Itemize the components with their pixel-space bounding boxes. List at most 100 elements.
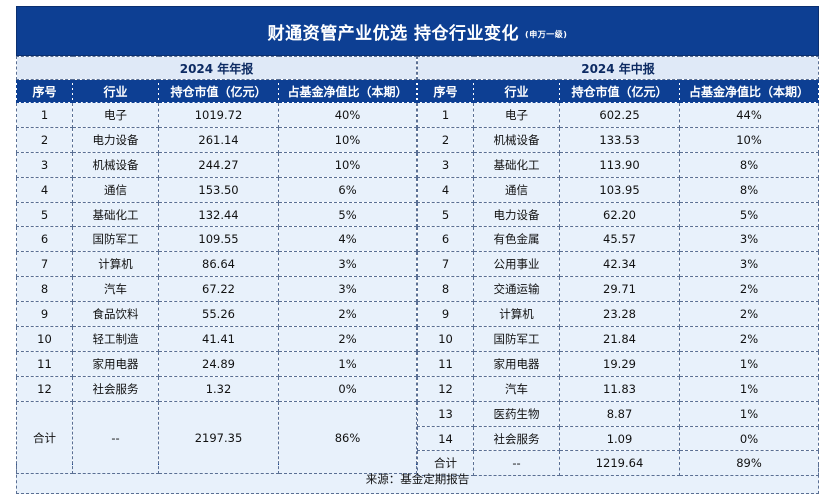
table-cell: 通信 bbox=[473, 176, 561, 203]
table-cell: 10% bbox=[679, 126, 820, 153]
table-cell: 8 bbox=[16, 276, 73, 303]
table-row: 12 社会服务 1.32 0% bbox=[16, 375, 418, 402]
table-cell: 3% bbox=[277, 276, 418, 303]
table-cell: 交通运输 bbox=[473, 276, 561, 303]
table-cell: 电力设备 bbox=[72, 126, 159, 153]
table-cell: 医药生物 bbox=[473, 400, 561, 427]
table-cell: 0% bbox=[679, 425, 820, 452]
table-cell: 1019.72 bbox=[158, 102, 279, 128]
column-header: 持仓市值（亿元） bbox=[158, 79, 279, 103]
table-cell: 7 bbox=[417, 251, 475, 278]
annual-report-table: 2024 年年报 序号 行业 持仓市值（亿元） 占基金净值比（本期） 1 电子 10… bbox=[15, 56, 418, 475]
table-cell: 42.34 bbox=[559, 251, 681, 278]
total-cell: 合计 bbox=[16, 400, 73, 475]
table-cell: 14 bbox=[417, 425, 475, 452]
table-cell: 汽车 bbox=[473, 375, 561, 402]
period-header: 2024 年中报 bbox=[417, 56, 820, 80]
column-header: 占基金净值比（本期） bbox=[679, 79, 820, 103]
table-row: 5 电力设备 62.20 5% bbox=[417, 201, 820, 228]
total-row: 合计 -- 1219.64 89% bbox=[417, 450, 820, 477]
table-cell: 3 bbox=[16, 151, 73, 178]
table-cell: 3 bbox=[417, 151, 475, 178]
table-row: 4 通信 103.95 8% bbox=[417, 176, 820, 203]
table-row: 13 医药生物 8.87 1% bbox=[417, 400, 820, 427]
table-cell: 8% bbox=[679, 151, 820, 178]
table-cell: 10% bbox=[277, 151, 418, 178]
table-cell: 6 bbox=[16, 226, 73, 253]
table-cell: 机械设备 bbox=[473, 126, 561, 153]
table-cell: 国防军工 bbox=[72, 226, 159, 253]
total-cell: 1219.64 bbox=[559, 450, 681, 477]
table-cell: 机械设备 bbox=[72, 151, 159, 178]
table-cell: 电子 bbox=[473, 102, 561, 128]
holdings-report: 财通资管产业优选 持仓行业变化 (申万一级) 2024 年年报 序号 行业 持仓… bbox=[15, 6, 820, 494]
table-row: 2 机械设备 133.53 10% bbox=[417, 126, 820, 153]
table-cell: 21.84 bbox=[559, 326, 681, 352]
table-cell: 5% bbox=[679, 201, 820, 228]
table-cell: 6% bbox=[277, 176, 418, 203]
period-header: 2024 年年报 bbox=[15, 56, 418, 80]
table-cell: 602.25 bbox=[559, 102, 681, 128]
table-row: 7 计算机 86.64 3% bbox=[16, 251, 418, 278]
table-row: 1 电子 1019.72 40% bbox=[16, 102, 418, 128]
table-cell: 1% bbox=[277, 350, 418, 377]
table-row: 1 电子 602.25 44% bbox=[417, 102, 820, 128]
table-cell: 0% bbox=[277, 375, 418, 402]
table-cell: 汽车 bbox=[72, 276, 159, 303]
table-cell: 11 bbox=[417, 350, 475, 377]
table-cell: 1% bbox=[679, 400, 820, 427]
table-cell: 基础化工 bbox=[473, 151, 561, 178]
table-cell: 86.64 bbox=[158, 251, 279, 278]
table-cell: 3% bbox=[277, 251, 418, 278]
table-cell: 67.22 bbox=[158, 276, 279, 303]
table-cell: 3% bbox=[679, 251, 820, 278]
tables-wrapper: 2024 年年报 序号 行业 持仓市值（亿元） 占基金净值比（本期） 1 电子 10… bbox=[15, 56, 820, 477]
table-cell: 1.09 bbox=[559, 425, 681, 452]
table-cell: 44% bbox=[679, 102, 820, 128]
column-header: 占基金净值比（本期） bbox=[277, 79, 418, 103]
total-row: 合计 -- 2197.35 86% bbox=[16, 400, 418, 475]
table-cell: 5 bbox=[16, 201, 73, 228]
column-header-row: 序号 行业 持仓市值（亿元） 占基金净值比（本期） bbox=[16, 79, 418, 103]
table-row: 6 有色金属 45.57 3% bbox=[417, 226, 820, 253]
table-cell: 食品饮料 bbox=[72, 301, 159, 328]
table-cell: 2 bbox=[417, 126, 475, 153]
table-cell: 132.44 bbox=[158, 201, 279, 228]
total-cell: -- bbox=[72, 400, 159, 475]
column-header: 行业 bbox=[473, 79, 561, 103]
table-row: 3 基础化工 113.90 8% bbox=[417, 151, 820, 178]
column-header: 序号 bbox=[417, 79, 475, 103]
column-header: 序号 bbox=[16, 79, 73, 103]
table-row: 9 计算机 23.28 2% bbox=[417, 301, 820, 328]
table-cell: 1% bbox=[679, 375, 820, 402]
table-cell: 1% bbox=[679, 350, 820, 377]
column-header: 行业 bbox=[72, 79, 159, 103]
table-cell: 4 bbox=[16, 176, 73, 203]
table-cell: 10 bbox=[16, 326, 73, 352]
table-cell: 计算机 bbox=[72, 251, 159, 278]
table-cell: 24.89 bbox=[158, 350, 279, 377]
table-cell: 基础化工 bbox=[72, 201, 159, 228]
total-cell: 2197.35 bbox=[158, 400, 279, 475]
table-cell: 社会服务 bbox=[473, 425, 561, 452]
table-cell: 2% bbox=[679, 301, 820, 328]
table-cell: 133.53 bbox=[559, 126, 681, 153]
table-cell: 261.14 bbox=[158, 126, 279, 153]
total-cell: 89% bbox=[679, 450, 820, 477]
table-cell: 2% bbox=[277, 301, 418, 328]
table-cell: 153.50 bbox=[158, 176, 279, 203]
table-cell: 电力设备 bbox=[473, 201, 561, 228]
table-cell: 5% bbox=[277, 201, 418, 228]
table-cell: 家用电器 bbox=[473, 350, 561, 377]
column-header: 持仓市值（亿元） bbox=[559, 79, 681, 103]
table-cell: 5 bbox=[417, 201, 475, 228]
table-row: 3 机械设备 244.27 10% bbox=[16, 151, 418, 178]
table-cell: 4 bbox=[417, 176, 475, 203]
table-row: 7 公用事业 42.34 3% bbox=[417, 251, 820, 278]
table-cell: 8 bbox=[417, 276, 475, 303]
table-row: 10 国防军工 21.84 2% bbox=[417, 326, 820, 352]
table-cell: 45.57 bbox=[559, 226, 681, 253]
table-cell: 3% bbox=[679, 226, 820, 253]
table-row: 11 家用电器 19.29 1% bbox=[417, 350, 820, 377]
table-cell: 12 bbox=[417, 375, 475, 402]
